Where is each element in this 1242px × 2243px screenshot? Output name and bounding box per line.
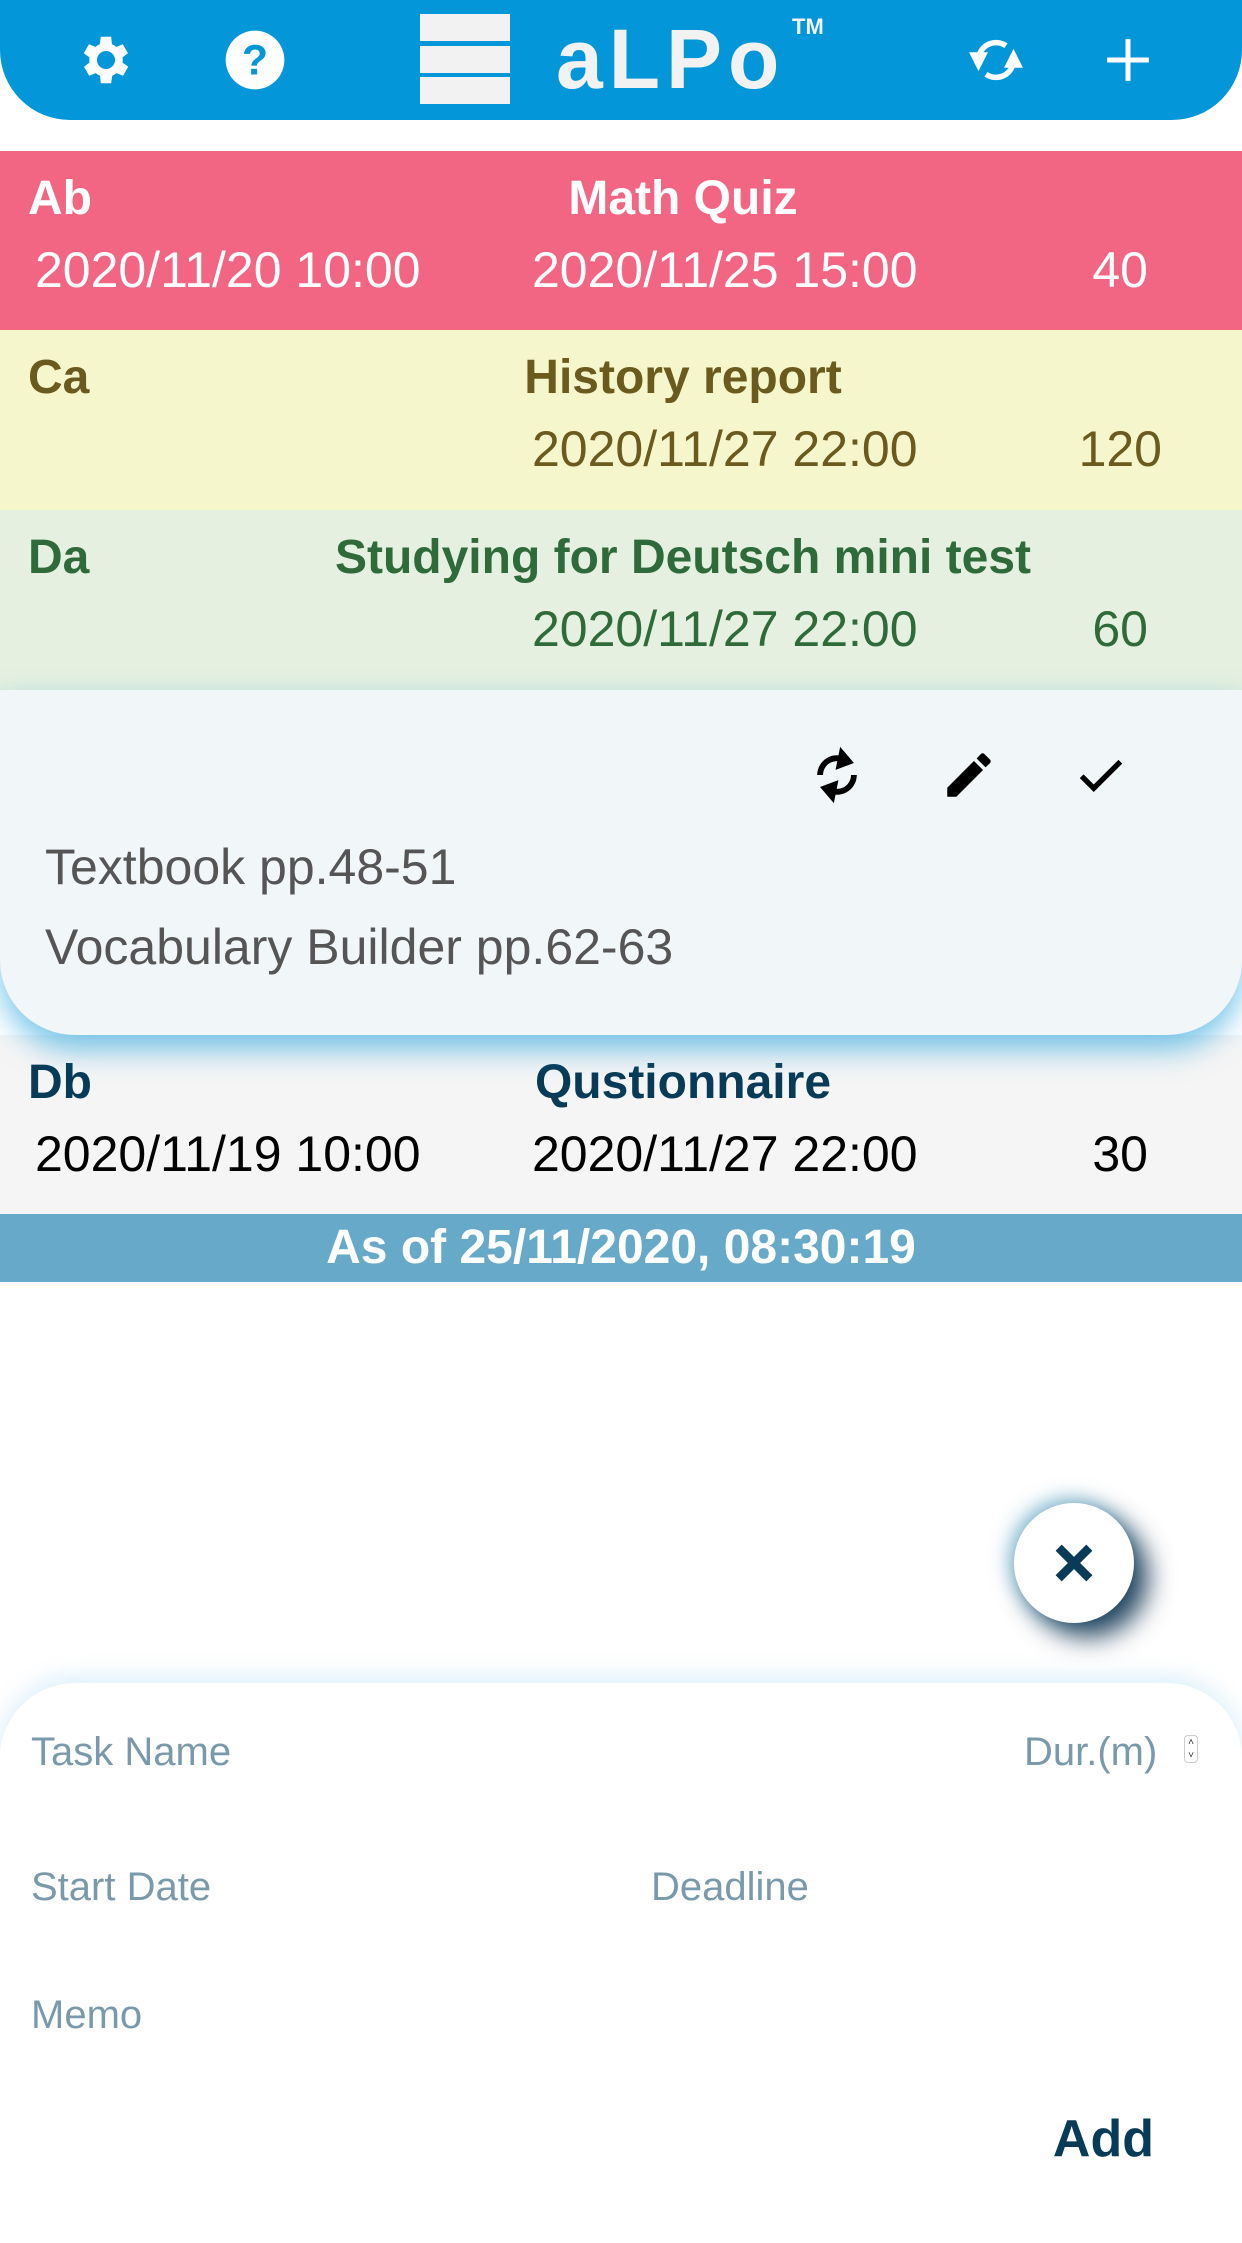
add-task-button[interactable] bbox=[1090, 22, 1166, 98]
duration-stepper[interactable]: ˄ ˅ bbox=[1184, 1735, 1198, 1763]
sync-button[interactable] bbox=[958, 22, 1034, 98]
app-title: aLPo bbox=[556, 12, 786, 106]
trademark: TM bbox=[792, 14, 824, 39]
task-code: Ab bbox=[28, 172, 92, 225]
task-row[interactable]: Ca History report 2020/11/27 22:00 120 bbox=[0, 330, 1242, 510]
repeat-icon bbox=[817, 746, 857, 804]
add-task-form: Task Name Dur.(m) ˄ ˅ Start Date Deadline… bbox=[0, 1683, 1242, 2243]
task-code: Ca bbox=[28, 351, 90, 404]
task-row[interactable]: Db Qustionnaire 2020/11/19 10:00 2020/11… bbox=[0, 1035, 1242, 1215]
task-deadline: 2020/11/25 15:00 bbox=[532, 242, 918, 298]
add-button[interactable]: Add bbox=[1052, 2110, 1154, 2168]
duration-input[interactable]: Dur.(m) bbox=[1024, 1730, 1158, 1774]
close-icon bbox=[1055, 1544, 1093, 1582]
help-icon: ? bbox=[225, 30, 285, 90]
plus-icon bbox=[1107, 39, 1149, 81]
deadline-input[interactable]: Deadline bbox=[651, 1865, 809, 1909]
task-title: Math Quiz bbox=[568, 172, 798, 225]
close-form-button[interactable] bbox=[1014, 1503, 1134, 1623]
task-deadline: 2020/11/27 22:00 bbox=[532, 1126, 918, 1182]
app-header: ? aLPo TM bbox=[0, 0, 1242, 120]
task-row[interactable]: Da Studying for Deutsch mini test 2020/1… bbox=[0, 510, 1242, 690]
repeat-button[interactable] bbox=[802, 740, 872, 810]
task-duration: 60 bbox=[1092, 601, 1148, 657]
memo-input[interactable]: Memo bbox=[31, 1993, 143, 2037]
memo-line: Textbook pp.48-51 bbox=[45, 839, 457, 895]
start-date-input[interactable]: Start Date bbox=[31, 1865, 212, 1909]
check-icon bbox=[1079, 759, 1123, 793]
sync-icon bbox=[969, 39, 1023, 81]
task-duration: 40 bbox=[1092, 242, 1148, 298]
task-start-date: 2020/11/19 10:00 bbox=[35, 1126, 421, 1182]
task-title: Studying for Deutsch mini test bbox=[334, 531, 1032, 584]
task-row[interactable]: Ab Math Quiz 2020/11/20 10:00 2020/11/25… bbox=[0, 151, 1242, 331]
memo-line: Vocabulary Builder pp.62-63 bbox=[45, 919, 674, 975]
task-start-date: 2020/11/20 10:00 bbox=[35, 242, 421, 298]
status-bar: As of 25/11/2020, 08:30:19 bbox=[0, 1214, 1242, 1282]
settings-button[interactable] bbox=[68, 22, 144, 98]
task-title: Qustionnaire bbox=[534, 1056, 832, 1109]
task-deadline: 2020/11/27 22:00 bbox=[532, 421, 918, 477]
task-deadline: 2020/11/27 22:00 bbox=[532, 601, 918, 657]
edit-button[interactable] bbox=[934, 740, 1004, 810]
task-title: History report bbox=[524, 351, 842, 404]
task-name-input[interactable]: Task Name bbox=[31, 1730, 232, 1774]
task-duration: 120 bbox=[1078, 421, 1162, 477]
complete-button[interactable] bbox=[1066, 740, 1136, 810]
task-duration: 30 bbox=[1092, 1126, 1148, 1182]
app-logo: aLPo TM bbox=[420, 12, 824, 106]
help-button[interactable]: ? bbox=[217, 22, 293, 98]
logo-bars-icon bbox=[420, 14, 510, 104]
task-detail-panel: Textbook pp.48-51 Vocabulary Builder pp.… bbox=[0, 690, 1242, 1035]
svg-text:?: ? bbox=[242, 37, 268, 85]
task-code: Da bbox=[28, 531, 90, 584]
gear-icon bbox=[83, 36, 129, 84]
task-code: Db bbox=[28, 1056, 92, 1109]
edit-icon bbox=[947, 753, 991, 797]
